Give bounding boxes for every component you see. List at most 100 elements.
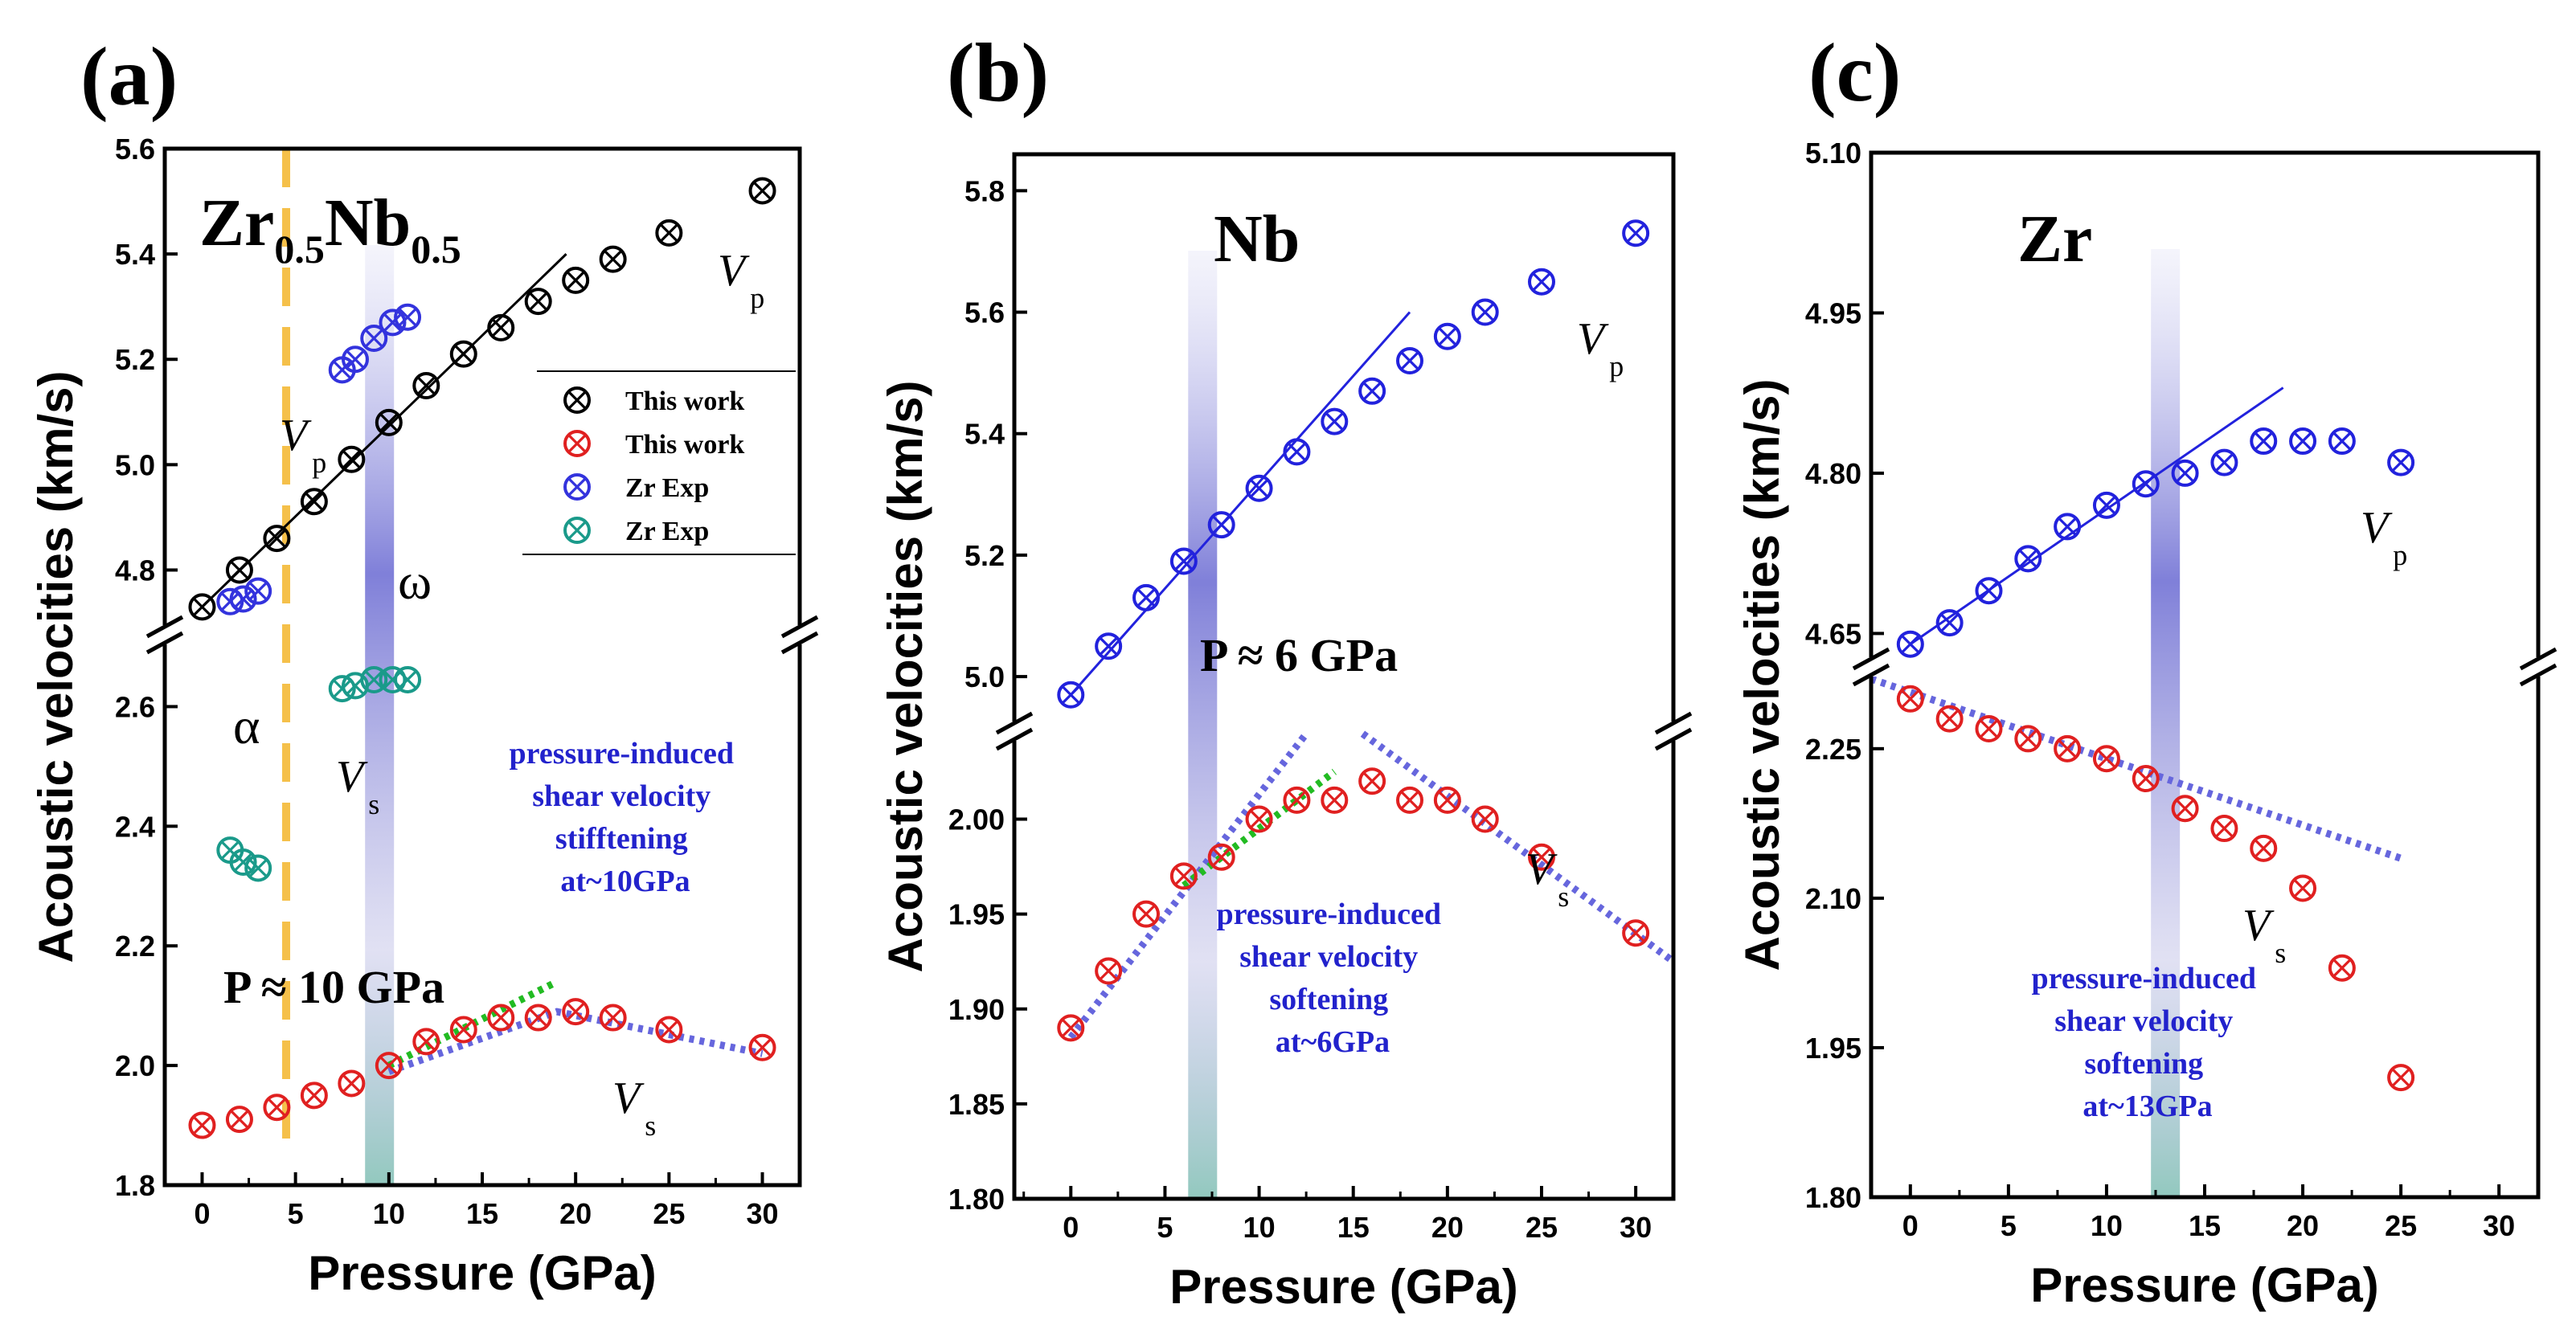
marker-cross	[416, 1032, 436, 1052]
data-point	[1207, 511, 1235, 539]
legend-label: This work	[625, 386, 744, 416]
axis-break-mark	[145, 615, 184, 639]
panel-a: 0 5 10 15 20 25 30 4.8 5.0 5.2 5.4 5.6 1.8 2.0 2.2 2.4 2…	[29, 31, 819, 1300]
x-tick-label: 0	[1902, 1209, 1919, 1242]
data-point	[2328, 954, 2356, 982]
marker-cross	[566, 1002, 585, 1021]
panel-a-pressure-label: P ≈ 10 GPa	[223, 961, 444, 1013]
marker-circle	[1358, 377, 1386, 405]
marker-cross	[305, 492, 324, 511]
marker-cross	[2293, 431, 2312, 451]
legend-entry-zr-exp-blue: Zr Exp	[563, 473, 709, 503]
marker-circle	[360, 665, 388, 693]
panel-a-vp-label: Vp	[718, 246, 764, 314]
marker-circle	[2014, 545, 2042, 573]
marker-cross	[659, 1020, 679, 1040]
data-point	[524, 1004, 552, 1032]
data-point	[562, 998, 590, 1026]
marker-circle	[300, 1081, 328, 1110]
panel-a-note: pressure-induced shear velocity stifften…	[510, 737, 742, 898]
marker-circle	[1622, 919, 1650, 947]
marker-cross	[248, 581, 268, 601]
marker-cross	[2136, 474, 2156, 493]
marker-cross	[491, 1008, 510, 1028]
marker-circle	[2092, 745, 2120, 773]
x-tick-label: 10	[1243, 1211, 1276, 1244]
data-point	[487, 1004, 515, 1032]
marker-cross	[1099, 636, 1118, 656]
data-point	[1396, 347, 1423, 375]
marker-cross	[267, 529, 287, 548]
data-point	[1935, 609, 1964, 637]
y-tick-label: 5.4	[964, 418, 1005, 451]
panel-a-legend: This work This work Zr Exp Zr Exp	[522, 370, 796, 555]
marker-cross	[1362, 382, 1382, 401]
marker-cross	[566, 271, 585, 290]
series-zr-exp-upper	[216, 303, 422, 615]
y-tick-label: 2.4	[115, 810, 155, 843]
marker-cross	[333, 360, 352, 380]
y-tick-label: 4.65	[1805, 617, 1861, 650]
x-tick-label: 30	[1620, 1211, 1652, 1244]
series-zr-exp-lower	[216, 665, 422, 882]
marker-circle	[655, 1016, 683, 1044]
y-tick-label: 1.80	[1805, 1181, 1861, 1214]
y-tick-label: 5.6	[115, 133, 155, 166]
y-tick-label: 2.0	[115, 1049, 155, 1082]
marker-circle	[2289, 874, 2317, 902]
marker-cross	[1136, 904, 1156, 924]
marker-circle	[412, 372, 440, 399]
marker-circle	[379, 665, 407, 693]
marker-circle	[1057, 1014, 1085, 1042]
marker-circle	[379, 309, 407, 337]
y-tick-label: 5.4	[115, 238, 155, 271]
y-tick-label: 5.10	[1805, 137, 1861, 170]
marker-cross	[1475, 302, 1495, 322]
marker-circle	[748, 177, 776, 205]
y-tick-label: 4.95	[1805, 296, 1861, 329]
marker-cross	[567, 477, 587, 497]
marker-cross	[398, 670, 417, 689]
marker-circle	[562, 998, 590, 1026]
marker-cross	[1362, 771, 1382, 791]
marker-cross	[2175, 799, 2195, 818]
data-point	[263, 525, 291, 553]
data-point	[338, 445, 366, 473]
data-point	[1207, 843, 1235, 871]
marker-circle	[2171, 459, 2199, 487]
data-point	[1975, 577, 2003, 605]
marker-circle	[1321, 407, 1349, 435]
data-point	[599, 1004, 627, 1032]
panel-a-vs-label: Vs	[336, 752, 379, 820]
data-point	[2387, 448, 2415, 476]
fit-line-dotted	[1360, 730, 1676, 965]
marker-cross	[192, 1115, 212, 1135]
data-point	[360, 665, 388, 693]
marker-circle	[563, 473, 591, 501]
panel-b-axes: 0 5 10 15 20 25 30 5.0 5.2 5.4 5.6 5.8 1.80 1.85 1.90 1…	[878, 174, 1693, 1314]
legend-marker	[563, 430, 591, 457]
data-point	[360, 325, 388, 352]
legend-marker	[563, 517, 591, 544]
marker-circle	[1207, 511, 1235, 539]
axis-break-mark	[145, 631, 184, 655]
x-tick-label: 20	[2287, 1209, 2319, 1242]
panel-b-plot	[1057, 219, 1676, 1042]
marker-circle	[1057, 681, 1085, 709]
marker-circle	[328, 675, 356, 703]
data-point	[562, 266, 590, 294]
marker-circle	[1095, 632, 1123, 660]
marker-circle	[1132, 900, 1160, 928]
marker-cross	[220, 840, 240, 860]
marker-circle	[1528, 268, 1555, 296]
legend-entry-this-work-black: This work	[563, 386, 744, 416]
data-point	[412, 372, 440, 399]
fit-line-dotted	[1182, 768, 1337, 889]
panel-a-title: Zr0.5Nb0.5	[199, 186, 461, 272]
marker-cross	[342, 1073, 362, 1094]
data-point	[748, 1033, 776, 1061]
fit-line-dotted	[387, 1008, 764, 1075]
axis-break-mark	[2519, 663, 2558, 687]
y-axis-label: Acoustic velocities (km/s)	[29, 371, 83, 963]
